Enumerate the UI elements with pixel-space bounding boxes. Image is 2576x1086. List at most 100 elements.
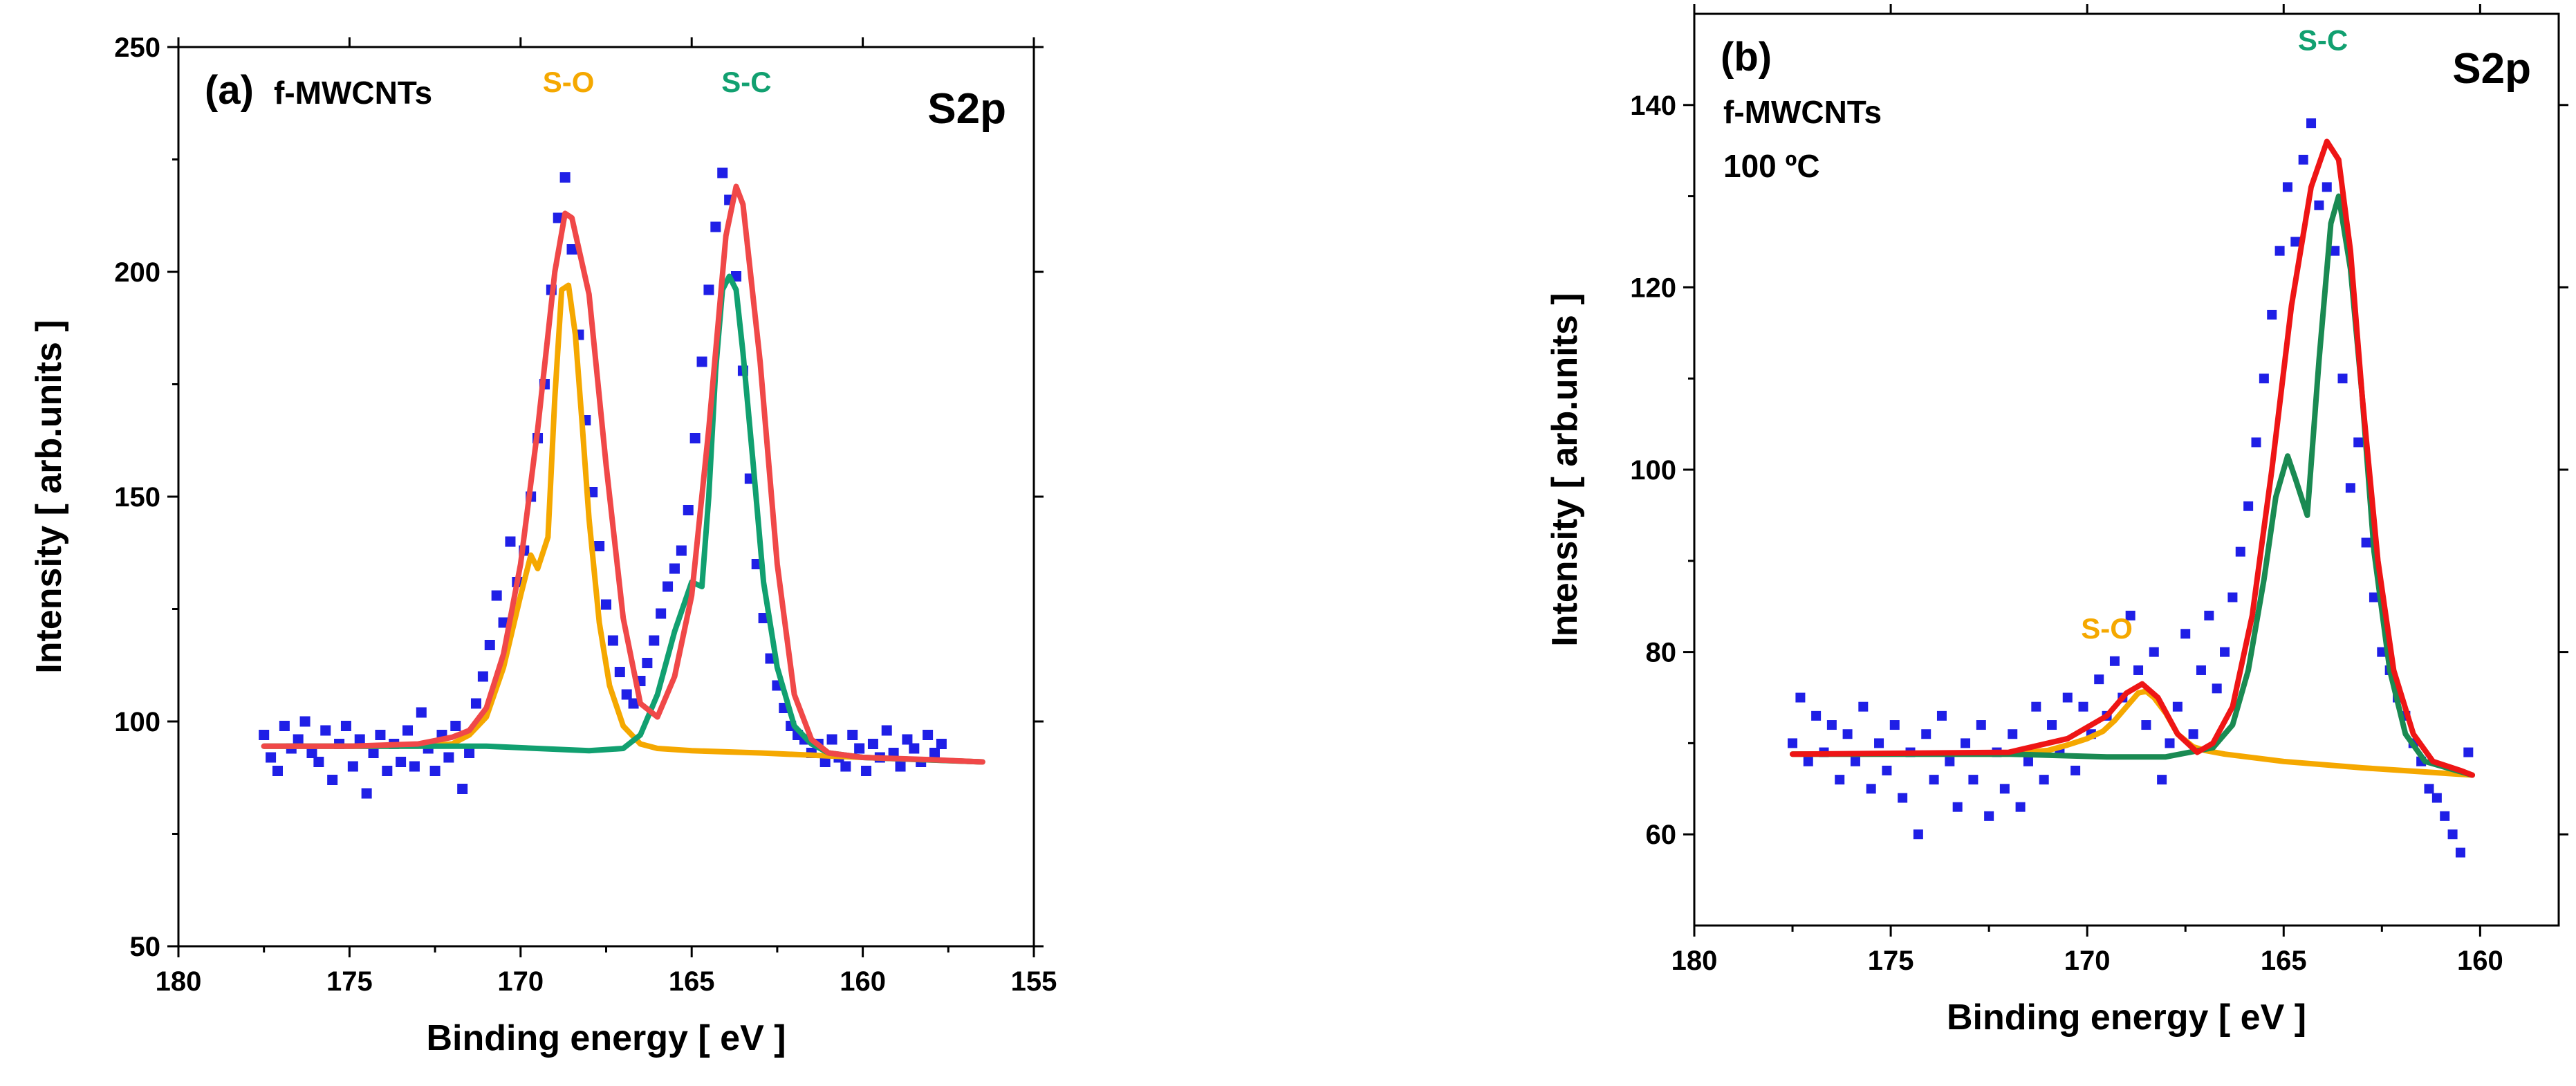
data-point: [306, 748, 317, 758]
y-tick-label: 150: [114, 482, 160, 513]
data-point: [1858, 701, 1869, 712]
x-axis-label: Binding energy [ eV ]: [426, 1018, 786, 1058]
data-point: [2094, 674, 2104, 685]
sample-label: f-MWCNTs: [274, 75, 432, 111]
data-point: [2314, 200, 2324, 210]
data-point: [347, 761, 358, 772]
fit-line-s-o: [261, 282, 985, 765]
data-point: [2031, 701, 2041, 712]
data-point: [1913, 829, 1923, 840]
data-point: [2463, 747, 2474, 757]
data-point: [1803, 756, 1813, 766]
series-s-o: [1790, 688, 2475, 778]
data-point: [443, 752, 454, 763]
data-point: [2133, 665, 2144, 675]
data-point: [2157, 775, 2167, 785]
x-tick-label: 160: [2457, 946, 2503, 976]
x-tick-label: 180: [156, 966, 202, 997]
data-point: [1898, 793, 1908, 803]
series-experimental-data: [259, 167, 947, 799]
plot-frame: [177, 46, 1035, 948]
data-point: [909, 743, 920, 754]
fit-line-s-c: [1790, 193, 2475, 778]
data-point: [1788, 738, 1798, 748]
panel-label: (b): [1721, 35, 1772, 80]
data-point: [559, 172, 571, 183]
data-point: [464, 748, 475, 758]
data-point: [656, 608, 667, 619]
data-point: [2227, 592, 2238, 602]
data-point: [1961, 738, 1971, 748]
x-tick-label: 165: [2261, 946, 2307, 976]
data-point: [2353, 437, 2364, 448]
data-point: [361, 788, 372, 799]
data-point: [293, 734, 304, 745]
x-tick-label: 180: [1671, 946, 1718, 976]
data-point: [2078, 701, 2088, 712]
data-point: [1850, 756, 1860, 766]
data-point: [662, 581, 674, 592]
data-point: [368, 748, 379, 758]
y-tick-label: 50: [130, 932, 161, 962]
data-point: [1999, 784, 2010, 794]
data-point: [2455, 847, 2465, 858]
data-point: [717, 167, 728, 178]
data-point: [375, 730, 386, 740]
series-s-c: [1790, 193, 2475, 778]
data-point: [553, 212, 564, 223]
data-point: [1842, 729, 1853, 739]
y-tick-label: 100: [1630, 455, 1676, 486]
fit-line-envelope-fit: [261, 183, 985, 765]
data-point: [2235, 546, 2245, 557]
sample-label: 100 ºC: [1723, 148, 1820, 184]
data-point: [2424, 784, 2434, 794]
y-tick-label: 60: [1646, 820, 1677, 850]
data-point: [2196, 665, 2206, 675]
y-tick-label: 100: [114, 707, 160, 737]
y-axis-label: Intensity [ arb.units ]: [1545, 293, 1585, 646]
data-point: [2345, 483, 2355, 493]
data-point: [936, 739, 947, 749]
data-point: [498, 617, 509, 628]
data-point: [847, 730, 858, 740]
data-point: [2039, 775, 2049, 785]
data-point: [450, 721, 461, 731]
data-point: [929, 748, 940, 758]
data-point: [1874, 738, 1884, 748]
data-point: [594, 541, 605, 551]
data-point: [566, 244, 577, 255]
x-tick-label: 160: [840, 966, 886, 997]
data-point: [676, 545, 687, 556]
data-point: [1929, 775, 1939, 785]
data-point: [854, 743, 865, 754]
data-point: [340, 721, 351, 731]
data-point: [2015, 802, 2026, 812]
data-point: [266, 752, 277, 763]
data-point: [327, 775, 338, 785]
data-point: [382, 766, 393, 776]
data-point: [621, 689, 632, 700]
data-point: [2212, 683, 2222, 694]
data-point: [881, 725, 892, 736]
data-point: [607, 635, 618, 646]
data-point: [819, 757, 831, 767]
data-point: [2290, 237, 2301, 247]
data-point: [2251, 437, 2261, 448]
data-point: [2165, 738, 2175, 748]
y-tick-label: 140: [1630, 91, 1676, 121]
data-point: [1952, 802, 1963, 812]
data-point: [2440, 811, 2450, 821]
data-point: [505, 536, 516, 547]
data-point: [2008, 729, 2018, 739]
data-point: [1889, 720, 1900, 730]
data-point: [259, 730, 270, 740]
data-point: [491, 590, 502, 601]
data-point: [2369, 592, 2379, 602]
data-point: [2188, 729, 2198, 739]
data-point: [2447, 829, 2458, 840]
data-point: [409, 761, 420, 772]
fit-line-envelope-fit: [1790, 138, 2475, 778]
y-tick-label: 120: [1630, 273, 1676, 303]
data-point: [2070, 765, 2081, 775]
data-point: [1921, 729, 1931, 739]
